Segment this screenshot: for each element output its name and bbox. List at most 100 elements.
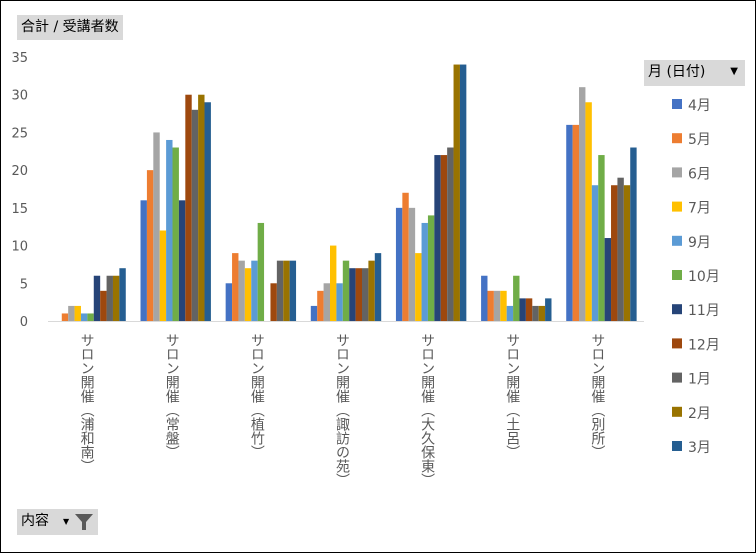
category-label: サロン開催（別所）	[589, 333, 605, 459]
bar	[100, 290, 107, 321]
bar	[80, 313, 88, 321]
bar	[402, 192, 409, 321]
bar	[204, 102, 211, 321]
bar	[178, 200, 186, 321]
bar	[566, 124, 573, 321]
bar	[617, 177, 624, 321]
bar	[74, 305, 81, 321]
bar	[172, 147, 179, 321]
bar	[342, 260, 350, 321]
legend-swatch	[672, 338, 682, 349]
bar	[153, 132, 160, 321]
legend-swatch	[672, 441, 682, 451]
bar	[513, 275, 520, 321]
bar	[532, 305, 539, 321]
bar	[519, 298, 526, 321]
legend-label: 1月	[688, 372, 711, 388]
dropdown-arrow-icon[interactable]: ▼	[730, 66, 738, 77]
axis-field-button[interactable]: 内容 ▼	[17, 509, 98, 535]
legend-swatch	[672, 133, 682, 144]
bar	[623, 185, 631, 321]
bar	[225, 283, 233, 321]
bar	[323, 283, 330, 321]
legend-label: 9月	[688, 235, 711, 251]
bar	[395, 207, 403, 321]
category-label: サロン開催（大久保東）	[419, 333, 435, 487]
bar	[585, 102, 592, 321]
legend-field-button[interactable]: 月 (日付) ▼	[644, 60, 745, 86]
y-tick-label: 0	[20, 315, 28, 330]
bar	[251, 260, 258, 321]
y-tick-label: 30	[11, 89, 28, 104]
bar	[232, 253, 239, 321]
legend-field-label: 月 (日付)	[648, 64, 706, 80]
bar	[317, 290, 324, 321]
bar	[244, 268, 252, 321]
y-tick-label: 25	[11, 126, 28, 141]
legend-label: 10月	[688, 269, 720, 285]
bar	[545, 298, 552, 321]
category-label: サロン開催（常盤）	[164, 333, 180, 459]
bar	[434, 155, 441, 321]
legend-swatch	[672, 304, 682, 315]
bar	[140, 200, 147, 321]
legend-label: 12月	[688, 337, 720, 353]
legend-label: 11月	[688, 303, 720, 319]
bar	[538, 305, 546, 321]
bar	[362, 268, 369, 321]
bar	[374, 253, 382, 321]
legend-label: 2月	[688, 406, 711, 422]
bar	[421, 222, 428, 321]
bar	[289, 260, 297, 321]
bar	[415, 253, 422, 321]
bar	[355, 268, 362, 321]
category-label: サロン開催（浦和南）	[79, 333, 95, 473]
bar	[68, 305, 75, 321]
bar	[330, 245, 337, 321]
legend-swatch	[672, 201, 682, 212]
legend-swatch	[672, 406, 682, 417]
bar	[93, 275, 101, 321]
category-label: サロン開催（土呂）	[504, 333, 520, 459]
bar	[270, 283, 277, 321]
bar	[61, 313, 69, 321]
bar	[493, 290, 501, 321]
bar	[336, 283, 343, 321]
bar	[159, 230, 167, 321]
category-label: サロン開催（諏訪の苑）	[334, 333, 350, 487]
bar	[238, 260, 245, 321]
bar	[191, 109, 199, 321]
y-tick-label: 35	[11, 51, 28, 66]
bar	[604, 238, 612, 321]
y-tick-label: 15	[11, 202, 28, 217]
bar	[310, 305, 318, 321]
y-tick-label: 10	[11, 240, 28, 255]
bar	[579, 87, 586, 322]
bar	[447, 147, 454, 321]
legend-swatch	[672, 270, 682, 280]
bar	[453, 64, 460, 322]
bar	[368, 260, 375, 321]
legend-swatch	[672, 372, 682, 383]
legend-label: 7月	[688, 201, 711, 217]
filter-icon[interactable]	[74, 513, 94, 531]
bar	[525, 298, 533, 321]
bar	[119, 268, 126, 321]
bar	[106, 275, 113, 321]
bar	[349, 268, 356, 321]
value-field-button[interactable]: 合計 / 受講者数	[17, 15, 123, 40]
bar	[598, 155, 605, 321]
bar	[630, 147, 637, 321]
bar	[591, 185, 599, 321]
bar	[500, 290, 507, 321]
axis-field-label: 内容	[21, 513, 49, 529]
legend-label: 6月	[688, 166, 711, 182]
dropdown-arrow-icon[interactable]: ▼	[63, 517, 70, 526]
legend-swatch	[672, 167, 682, 178]
legend-label: 4月	[688, 98, 711, 114]
category-label: サロン開催（植竹）	[249, 333, 265, 459]
bar	[487, 290, 494, 321]
bar	[481, 275, 488, 321]
